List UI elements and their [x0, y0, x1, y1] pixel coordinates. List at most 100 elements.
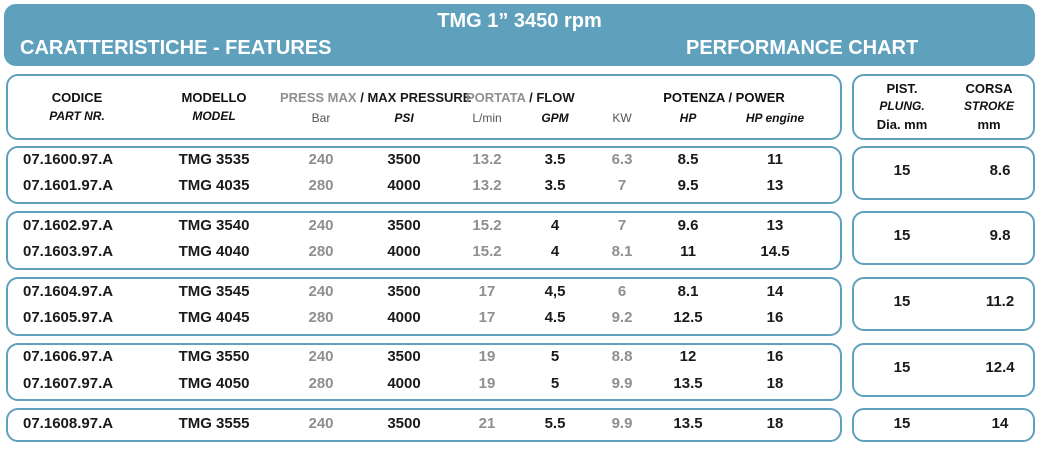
cell-lmin: 15.2 — [472, 243, 502, 260]
cell-hp-engine: 18 — [766, 415, 784, 432]
cell-code: 07.1601.97.A — [23, 177, 114, 194]
cell-plunger: 15 — [893, 162, 911, 179]
cell-hp: 8.5 — [677, 151, 699, 168]
cell-psi: 3500 — [387, 217, 421, 234]
cell-psi: 3500 — [387, 283, 421, 300]
cell-model: TMG 4050 — [178, 375, 250, 392]
title-banner: TMG 1” 3450 rpm CARATTERISTICHE - FEATUR… — [4, 4, 1035, 66]
cell-kw: 6 — [617, 283, 627, 300]
cell-code: 07.1605.97.A — [23, 309, 114, 326]
group-performance-box — [852, 211, 1035, 265]
cell-code: 07.1600.97.A — [23, 151, 114, 168]
cell-code: 07.1602.97.A — [23, 217, 114, 234]
cell-hp-engine: 16 — [766, 309, 784, 326]
header-unit-bar: Bar — [311, 111, 331, 125]
cell-model: TMG 4045 — [178, 309, 250, 326]
cell-plunger: 15 — [893, 359, 911, 376]
cell-kw: 7 — [617, 217, 627, 234]
cell-gpm: 4 — [550, 217, 560, 234]
cell-model: TMG 4040 — [178, 243, 250, 260]
banner-title: TMG 1” 3450 rpm — [437, 10, 602, 32]
cell-lmin: 17 — [478, 309, 496, 326]
cell-gpm: 4,5 — [544, 283, 566, 300]
cell-lmin: 17 — [478, 283, 496, 300]
cell-gpm: 5 — [550, 375, 560, 392]
cell-gpm: 4.5 — [544, 309, 566, 326]
cell-psi: 4000 — [387, 375, 421, 392]
cell-bar: 280 — [308, 309, 334, 326]
cell-code: 07.1604.97.A — [23, 283, 114, 300]
group-performance-box — [852, 146, 1035, 200]
group-box — [6, 343, 842, 401]
group-box — [6, 277, 842, 336]
cell-bar: 240 — [308, 151, 334, 168]
group-performance-box — [852, 277, 1035, 331]
cell-code: 07.1603.97.A — [23, 243, 114, 260]
cell-lmin: 19 — [478, 348, 496, 365]
cell-hp: 8.1 — [677, 283, 699, 300]
header-unit-psi: PSI — [394, 111, 414, 125]
cell-model: TMG 3540 — [178, 217, 250, 234]
header-unit-lmin: L/min — [472, 111, 502, 125]
header-power: POTENZA / POWER — [663, 90, 785, 105]
cell-gpm: 3.5 — [544, 177, 566, 194]
cell-hp: 13.5 — [673, 415, 703, 432]
header-flow-en: FLOW — [536, 90, 575, 105]
group-box — [6, 408, 842, 442]
cell-plunger: 15 — [893, 293, 911, 310]
cell-bar: 280 — [308, 177, 334, 194]
banner-performance-title: PERFORMANCE CHART — [686, 37, 919, 59]
cell-stroke: 11.2 — [985, 293, 1015, 310]
cell-bar: 280 — [308, 243, 334, 260]
cell-psi: 3500 — [387, 415, 421, 432]
cell-hp: 13.5 — [673, 375, 703, 392]
banner-features-title: CARATTERISTICHE - FEATURES — [20, 37, 332, 59]
cell-gpm: 5.5 — [544, 415, 566, 432]
group-performance-box — [852, 408, 1035, 442]
cell-hp-engine: 14.5 — [760, 243, 790, 260]
header-pressure-sep: / — [360, 90, 364, 105]
cell-hp-engine: 16 — [766, 348, 784, 365]
cell-hp-engine: 13 — [766, 177, 784, 194]
cell-plunger: 15 — [893, 415, 911, 432]
group-box — [6, 146, 842, 204]
cell-hp-engine: 14 — [766, 283, 784, 300]
header-plunger-unit: Dia. mm — [876, 117, 928, 132]
cell-lmin: 19 — [478, 375, 496, 392]
header-pressure-it: PRESS MAX — [280, 90, 357, 105]
cell-kw: 9.9 — [611, 375, 633, 392]
header-unit-gpm: GPM — [541, 111, 569, 125]
cell-kw: 8.8 — [611, 348, 633, 365]
cell-model: TMG 3555 — [178, 415, 250, 432]
cell-model: TMG 3550 — [178, 348, 250, 365]
header-unit-hp: HP — [679, 111, 697, 125]
cell-bar: 240 — [308, 283, 334, 300]
cell-bar: 240 — [308, 217, 334, 234]
header-unit-kw: KW — [612, 111, 632, 125]
header-plunger-it: PIST. — [886, 81, 918, 96]
cell-code: 07.1606.97.A — [23, 348, 114, 365]
cell-plunger: 15 — [893, 227, 911, 244]
cell-gpm: 5 — [550, 348, 560, 365]
cell-model: TMG 3545 — [178, 283, 250, 300]
group-box — [6, 211, 842, 270]
cell-gpm: 3.5 — [544, 151, 566, 168]
cell-code: 07.1608.97.A — [23, 415, 114, 432]
header-code-en: PART NR. — [49, 109, 105, 123]
header-stroke-it: CORSA — [965, 81, 1013, 96]
cell-bar: 240 — [308, 348, 334, 365]
cell-hp: 11 — [680, 243, 696, 260]
cell-psi: 4000 — [387, 309, 421, 326]
header-plunger-en: PLUNG. — [879, 99, 925, 113]
cell-lmin: 21 — [478, 415, 496, 432]
cell-code: 07.1607.97.A — [23, 375, 114, 392]
cell-hp: 9.5 — [677, 177, 699, 194]
header-unit-hp-engine: HP engine — [745, 111, 805, 125]
header-flow: PORTATA / FLOW — [466, 90, 575, 105]
cell-stroke: 14 — [991, 415, 1009, 432]
cell-hp: 12.5 — [673, 309, 703, 326]
header-pressure: PRESS MAX / MAX PRESSURE — [280, 90, 471, 105]
cell-psi: 4000 — [387, 177, 421, 194]
cell-lmin: 13.2 — [472, 151, 502, 168]
cell-stroke: 9.8 — [989, 227, 1011, 244]
